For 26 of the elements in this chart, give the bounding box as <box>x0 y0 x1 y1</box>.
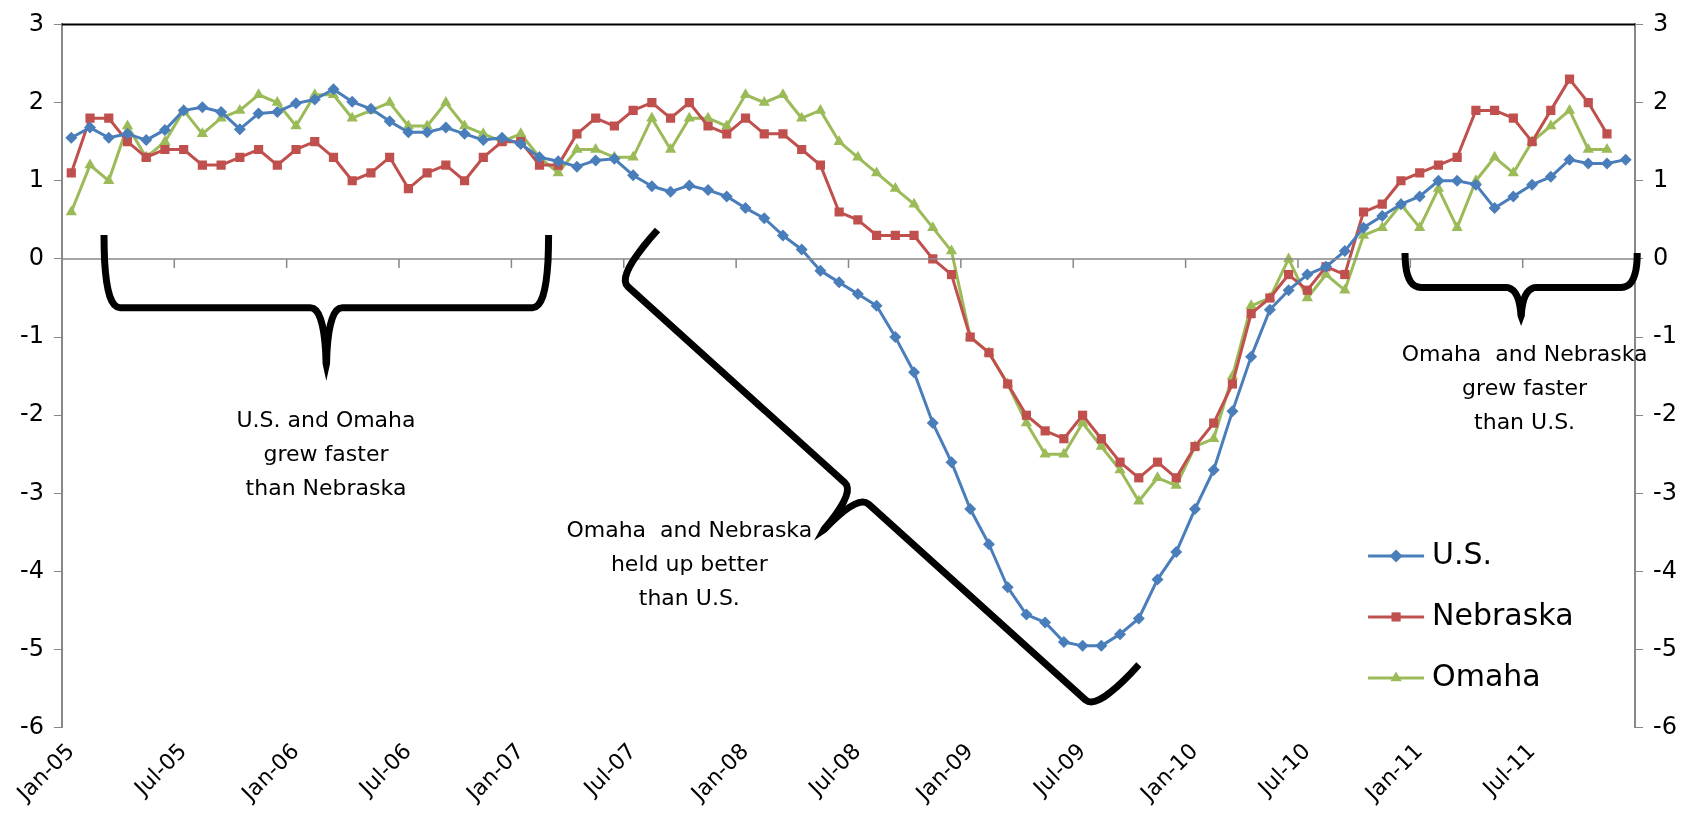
y-tick-label: -3 <box>19 477 44 506</box>
y2-tick-label: 0 <box>1653 243 1669 272</box>
y2-tick-label: 1 <box>1653 164 1669 193</box>
y-tick-label: -1 <box>19 321 44 350</box>
y-tick-label: 0 <box>28 243 44 272</box>
y-tick-label: 3 <box>28 8 44 37</box>
y-tick-label: -6 <box>19 712 44 741</box>
legend-label: Omaha <box>1432 657 1541 693</box>
y-tick-label: -2 <box>19 399 44 428</box>
annotation: U.S. and Omaha grew faster than Nebraska <box>236 407 416 501</box>
y-tick-label: -4 <box>19 555 44 584</box>
y2-tick-label: -2 <box>1653 399 1678 428</box>
annotation: Omaha and Nebraska held up better than U.S. <box>566 516 813 610</box>
annotation: Omaha and Nebraska grew faster than U.S. <box>1401 340 1648 434</box>
y2-tick-label: -4 <box>1653 555 1678 584</box>
y-tick-label: 2 <box>28 86 44 115</box>
y2-tick-label: -5 <box>1653 634 1678 663</box>
y2-tick-label: 2 <box>1653 86 1669 115</box>
legend-label: U.S. <box>1432 535 1493 571</box>
y2-tick-label: 3 <box>1653 8 1669 37</box>
y2-tick-label: -1 <box>1653 321 1678 350</box>
y2-tick-label: -6 <box>1653 712 1678 741</box>
y-tick-label: 1 <box>28 164 44 193</box>
y2-tick-label: -3 <box>1653 477 1678 506</box>
y-tick-label: -5 <box>19 634 44 663</box>
legend-label: Nebraska <box>1432 596 1574 632</box>
